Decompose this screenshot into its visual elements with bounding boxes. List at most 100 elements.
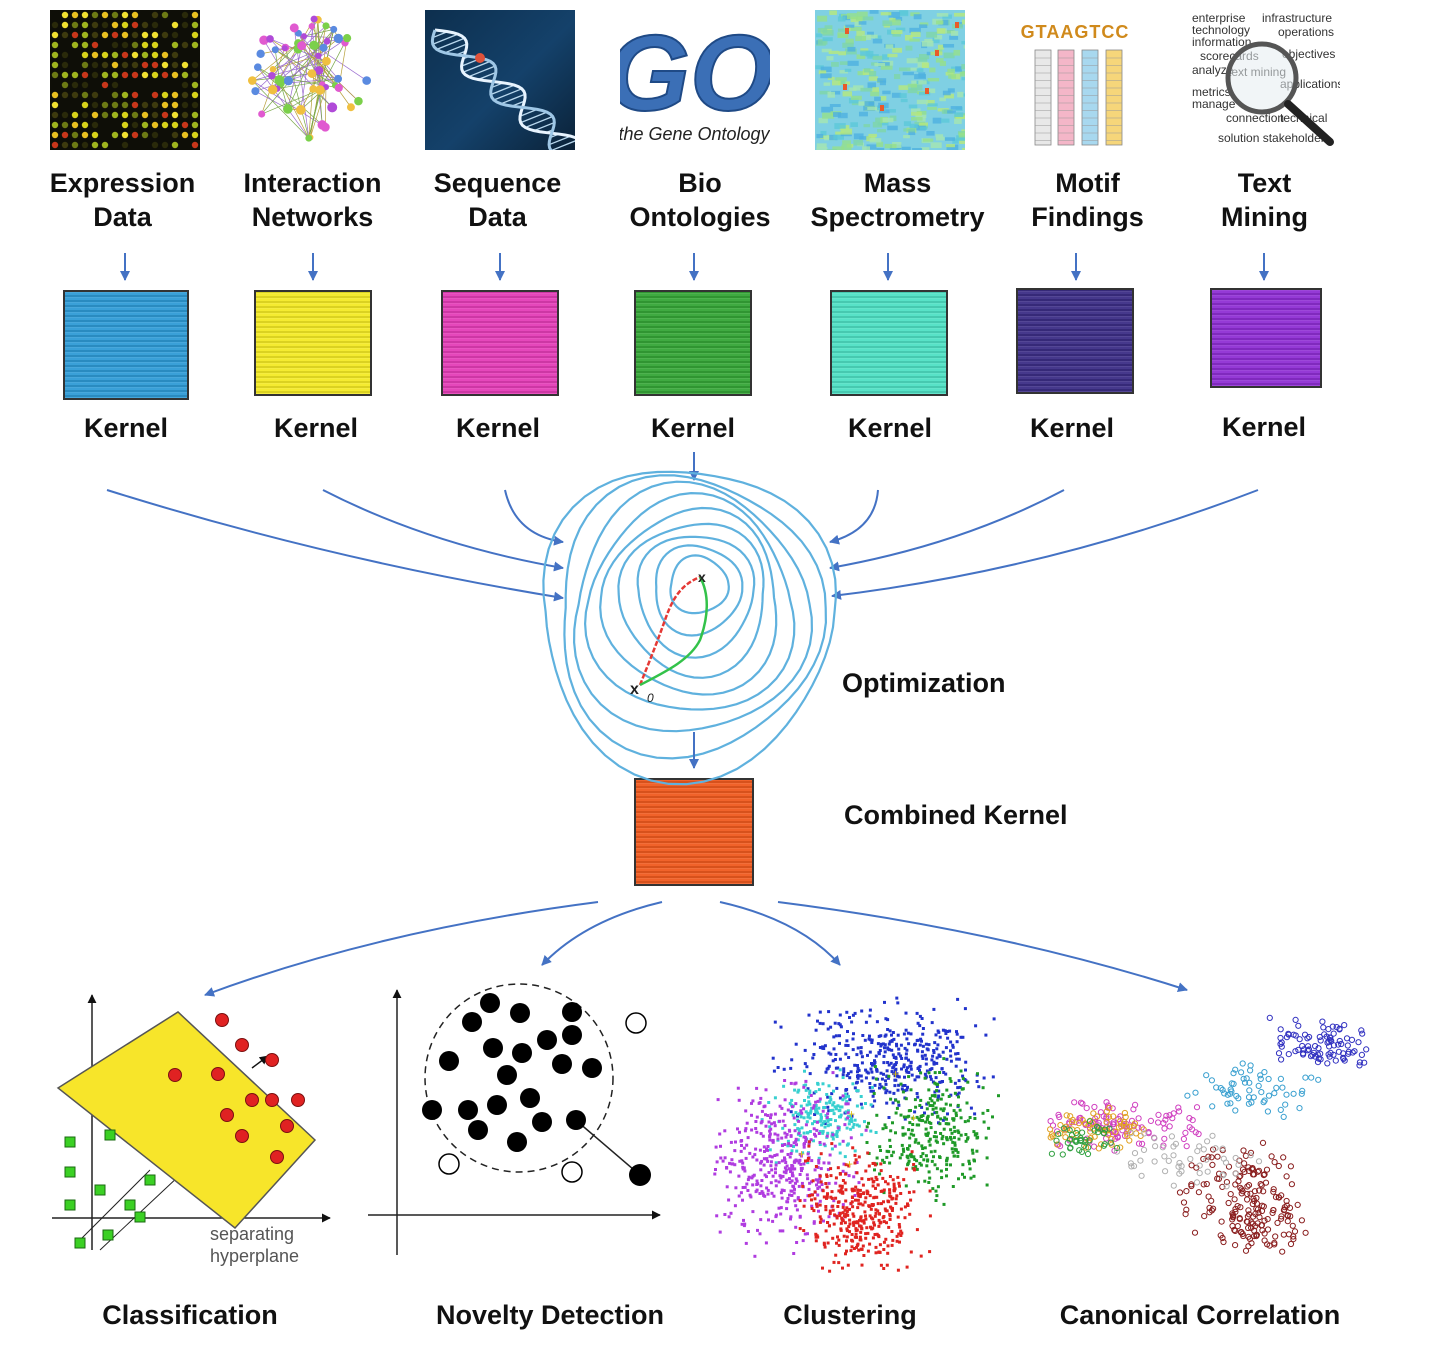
heat-cell bbox=[859, 136, 871, 140]
cluster-point bbox=[927, 1088, 931, 1092]
cluster-point bbox=[731, 1162, 735, 1166]
cluster-point bbox=[954, 1111, 958, 1115]
go-logo-text: GO bbox=[620, 12, 770, 133]
microarray-spot bbox=[91, 141, 99, 149]
cluster-point bbox=[765, 1157, 769, 1161]
cluster-point bbox=[842, 1162, 846, 1166]
cluster-point bbox=[937, 1089, 941, 1093]
cca-point bbox=[1107, 1139, 1114, 1146]
cluster-point bbox=[905, 1154, 909, 1158]
cca-point bbox=[1239, 1230, 1246, 1238]
arrow-from-motif-kernel bbox=[829, 489, 1065, 572]
cluster-point bbox=[913, 1140, 917, 1144]
cluster-point bbox=[900, 1143, 904, 1147]
cluster-point bbox=[847, 1122, 851, 1126]
microarray-spot bbox=[131, 121, 139, 129]
cluster-point bbox=[806, 1177, 810, 1181]
cluster-point bbox=[848, 1016, 851, 1019]
cluster-point bbox=[956, 1052, 960, 1055]
cluster-point bbox=[911, 1123, 915, 1126]
cluster-point bbox=[793, 1129, 797, 1133]
heat-cell bbox=[932, 37, 940, 44]
heat-cell bbox=[924, 38, 933, 43]
cluster-point bbox=[845, 1227, 849, 1231]
cluster-point bbox=[942, 1071, 946, 1074]
microarray-spot bbox=[181, 101, 189, 109]
cluster-point bbox=[906, 1204, 910, 1207]
network-node bbox=[256, 49, 265, 59]
cluster-point bbox=[872, 1062, 876, 1066]
cca-point bbox=[1124, 1130, 1131, 1137]
heat-cell bbox=[918, 80, 927, 85]
cluster-point bbox=[918, 1043, 922, 1047]
cluster-point bbox=[816, 1165, 820, 1169]
cluster-point bbox=[871, 1184, 875, 1188]
cluster-point bbox=[913, 1098, 917, 1102]
cluster-point bbox=[814, 1110, 818, 1114]
cluster-point bbox=[934, 1106, 938, 1110]
microarray-spot bbox=[151, 51, 159, 59]
cca-point bbox=[1112, 1135, 1119, 1142]
heat-cell bbox=[816, 143, 827, 148]
cluster-point bbox=[856, 1198, 860, 1202]
cca-point bbox=[1355, 1039, 1362, 1046]
heat-cell bbox=[841, 144, 852, 150]
cluster-point bbox=[778, 1119, 781, 1123]
cluster-point bbox=[790, 1058, 794, 1062]
cluster-point bbox=[964, 1060, 968, 1064]
cluster-point bbox=[878, 1145, 882, 1149]
cca-point bbox=[1101, 1141, 1108, 1148]
cca-point bbox=[1049, 1122, 1057, 1129]
cluster-point bbox=[893, 1069, 897, 1073]
cluster-point bbox=[945, 1138, 949, 1142]
cluster-point bbox=[929, 1121, 933, 1125]
cca-point bbox=[1068, 1132, 1076, 1139]
cluster-point bbox=[871, 1076, 875, 1080]
cluster-point bbox=[886, 1046, 890, 1050]
cluster-point bbox=[805, 1065, 809, 1069]
cluster-point bbox=[879, 1162, 883, 1166]
cluster-point bbox=[798, 1199, 802, 1203]
cluster-point bbox=[975, 1136, 979, 1140]
cluster-point bbox=[823, 1122, 827, 1125]
cluster-point bbox=[876, 1209, 880, 1213]
heat-cell bbox=[887, 125, 898, 131]
cluster-point bbox=[798, 1134, 802, 1138]
class-negative-point bbox=[134, 1211, 146, 1223]
cca-point bbox=[1260, 1188, 1267, 1195]
cluster-point bbox=[773, 1132, 777, 1136]
cluster-point bbox=[817, 1132, 821, 1135]
microarray-spot bbox=[181, 41, 189, 49]
cluster-point bbox=[992, 1017, 996, 1021]
cluster-point bbox=[812, 1104, 816, 1108]
cluster-point bbox=[919, 1118, 923, 1122]
cluster-point bbox=[822, 1142, 826, 1146]
cluster-point bbox=[899, 1192, 903, 1195]
cluster-point bbox=[831, 1071, 835, 1075]
cluster-point bbox=[759, 1096, 763, 1100]
sequence-data-thumbnail bbox=[425, 10, 575, 150]
cluster-point bbox=[853, 1161, 857, 1165]
cluster-point bbox=[885, 1075, 889, 1079]
cluster-point bbox=[880, 1042, 883, 1046]
heat-cell bbox=[848, 87, 857, 91]
cca-point bbox=[1255, 1158, 1263, 1165]
cluster-point bbox=[828, 1153, 832, 1157]
heat-cell bbox=[822, 29, 834, 36]
heat-cell bbox=[876, 147, 885, 150]
cluster-point bbox=[794, 1137, 798, 1141]
cluster-point bbox=[814, 1100, 818, 1104]
cluster-point bbox=[792, 1116, 796, 1120]
cluster-point bbox=[928, 1068, 932, 1072]
cluster-point bbox=[934, 1033, 938, 1037]
cca-point bbox=[1272, 1194, 1280, 1201]
cluster-point bbox=[932, 1049, 936, 1052]
cluster-point bbox=[984, 1033, 988, 1037]
heat-cell bbox=[909, 27, 921, 33]
word-cloud-word: analyze bbox=[1192, 63, 1234, 77]
cluster-point bbox=[974, 1132, 978, 1136]
network-node bbox=[327, 102, 338, 113]
cca-point bbox=[1053, 1137, 1060, 1144]
microarray-spot bbox=[101, 61, 109, 69]
cluster-point bbox=[899, 1043, 903, 1047]
